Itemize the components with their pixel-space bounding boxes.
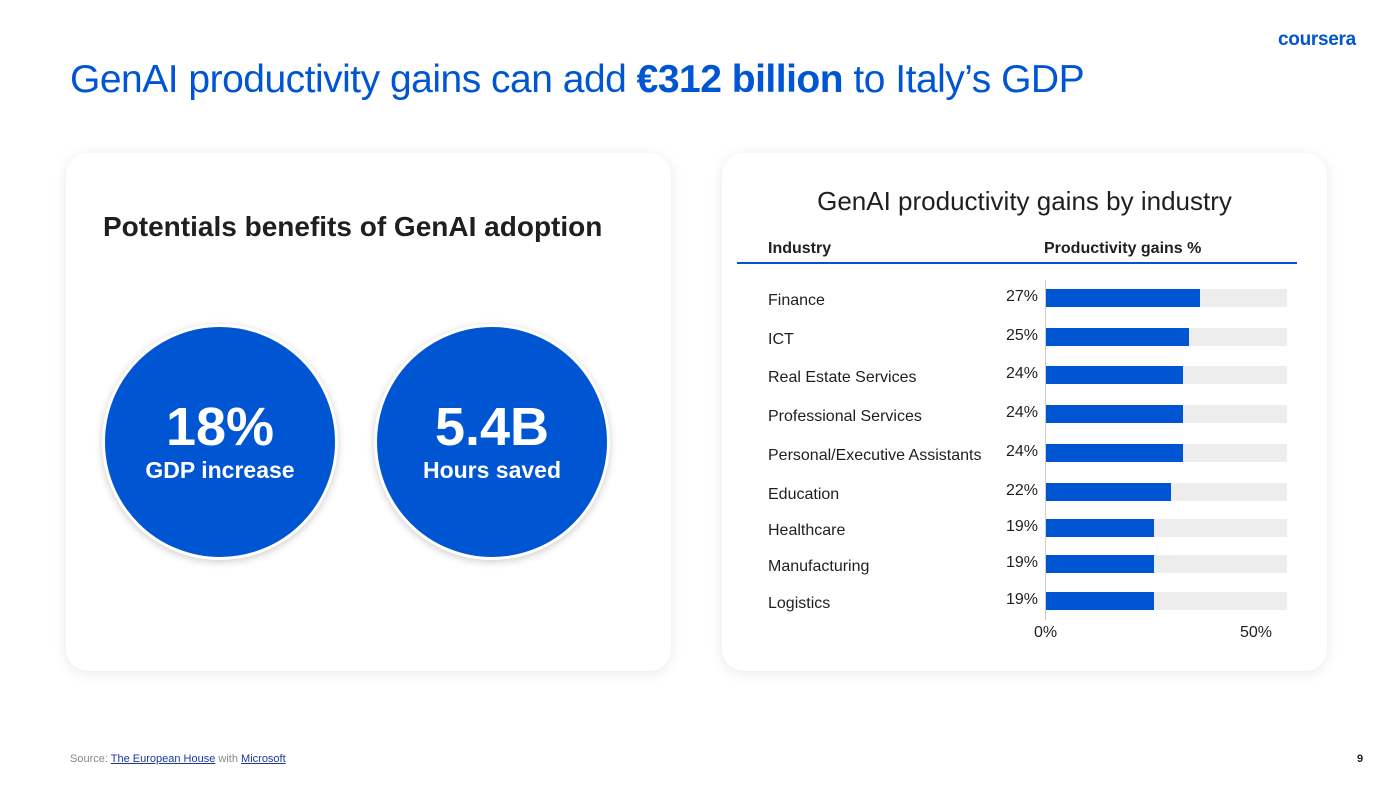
category-label: Logistics <box>768 595 831 612</box>
category-label: Manufacturing <box>768 558 870 575</box>
tick-label: 50% <box>1240 624 1273 641</box>
bar <box>1046 483 1172 501</box>
bar-track <box>1046 405 1287 423</box>
stat-hours: 5.4B Hours saved <box>374 324 610 560</box>
value-label: 24% <box>1005 365 1038 382</box>
bar-track <box>1046 366 1287 384</box>
category-label: Education <box>768 486 840 503</box>
bar <box>1046 289 1200 307</box>
value-label: 22% <box>1005 482 1038 499</box>
page-number: 9 <box>1357 753 1364 765</box>
value-label: 27% <box>1005 288 1038 305</box>
bar <box>1046 328 1189 346</box>
bar <box>1046 444 1183 462</box>
stat-value: 18% <box>165 397 275 457</box>
bar-track <box>1046 555 1287 573</box>
category-label: Personal/Executive Assistants <box>768 447 982 464</box>
header-gains: Productivity gains % <box>1044 240 1202 257</box>
stat-label: Hours saved <box>422 457 562 483</box>
value-label: 19% <box>1005 554 1038 571</box>
bar <box>1046 519 1155 537</box>
category-label: Real Estate Services <box>768 369 917 386</box>
coursera-logo: coursera <box>1278 29 1356 50</box>
page-title: GenAI productivity gains can add €312 bi… <box>70 58 1085 101</box>
bar <box>1046 555 1155 573</box>
bar <box>1046 592 1155 610</box>
tick-label: 0% <box>1034 624 1058 641</box>
value-label: 24% <box>1005 443 1038 460</box>
header-divider <box>737 262 1297 264</box>
y-axis-line <box>1045 280 1046 620</box>
value-label: 19% <box>1005 591 1038 608</box>
bar-track <box>1046 328 1287 346</box>
bar-track <box>1046 592 1287 610</box>
value-label: 24% <box>1005 404 1038 421</box>
benefits-heading: Potentials benefits of GenAI adoption <box>103 211 603 242</box>
bar <box>1046 366 1183 384</box>
stat-gdp: 18% GDP increase <box>102 324 338 560</box>
chart-title: GenAI productivity gains by industry <box>817 186 1232 216</box>
source-link-microsoft[interactable]: Microsoft <box>241 753 286 765</box>
source-note: Source: The European House with Microsof… <box>70 753 286 765</box>
category-label: ICT <box>768 331 794 348</box>
stat-label: GDP increase <box>145 457 295 483</box>
category-label: Healthcare <box>768 522 846 539</box>
source-link-european-house[interactable]: The European House <box>110 753 216 765</box>
bar-track <box>1046 289 1287 307</box>
category-label: Professional Services <box>768 408 922 425</box>
value-label: 19% <box>1005 518 1038 535</box>
bar-track <box>1046 444 1287 462</box>
bar-track <box>1046 519 1287 537</box>
bar-track <box>1046 483 1287 501</box>
bar <box>1046 405 1183 423</box>
header-industry: Industry <box>768 240 832 257</box>
value-label: 25% <box>1005 327 1038 344</box>
stat-value: 5.4B <box>434 397 550 457</box>
category-label: Finance <box>768 292 825 309</box>
